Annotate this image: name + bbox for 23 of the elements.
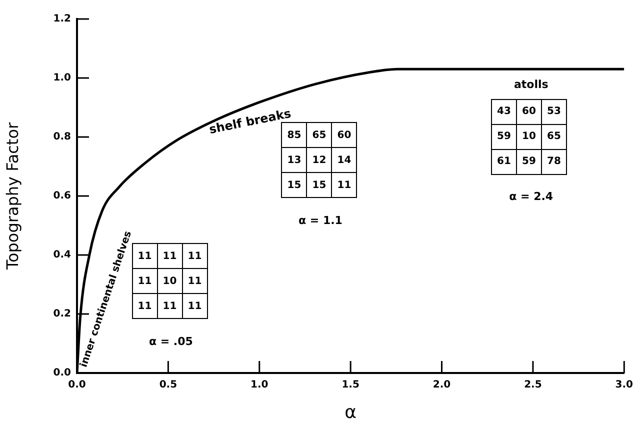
y-tick-label: 0.0 (53, 368, 72, 379)
annotation: α = 2.4 (509, 190, 554, 204)
number-grid: 11 11 11 11 10 11 11 11 11 (132, 243, 208, 320)
annotation: α = 1.1 (298, 214, 342, 227)
y-tick-label: 1.2 (53, 14, 72, 25)
x-tick-label: 0.5 (159, 380, 178, 391)
y-tick-label: 0.2 (53, 308, 72, 320)
y-tick-label: 0.8 (53, 132, 72, 143)
annotation: atolls (514, 78, 548, 91)
x-tick-label: 2.5 (524, 380, 542, 391)
x-tick-label: 1.5 (342, 380, 360, 391)
annotation: α = .05 (148, 334, 193, 348)
number-grid: 43 60 53 59 10 65 61 59 78 (491, 98, 567, 175)
number-grid: 85 65 60 13 12 14 15 15 11 (281, 122, 358, 198)
x-tick-label: 3.0 (615, 380, 634, 391)
x-tick-label: 2.0 (432, 380, 451, 391)
x-axis-title: α (344, 402, 357, 423)
x-tick-label: 0.0 (68, 380, 86, 391)
x-tick-label: 1.0 (250, 380, 268, 391)
y-tick-label: 0.4 (53, 250, 72, 261)
y-tick-label: 0.6 (53, 190, 72, 202)
y-tick-label: 1.0 (53, 72, 72, 84)
y-axis-title: Topography Factor (2, 122, 22, 271)
